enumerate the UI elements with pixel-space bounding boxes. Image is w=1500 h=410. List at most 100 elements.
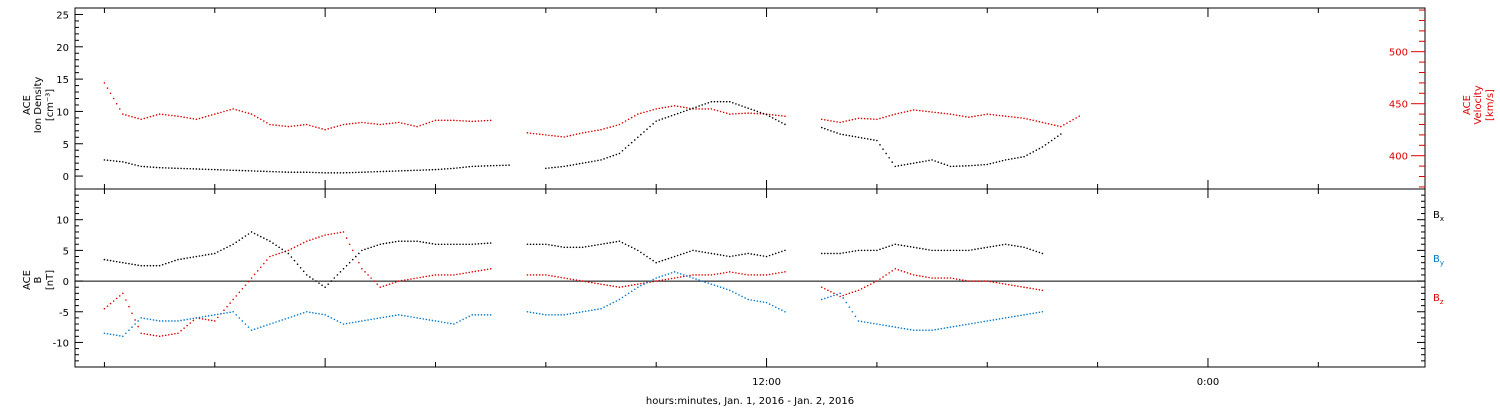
- data-point: [370, 246, 372, 249]
- data-point: [419, 124, 421, 127]
- data-point: [566, 165, 569, 167]
- data-point: [1001, 317, 1004, 320]
- data-point: [131, 263, 133, 265]
- data-point: [422, 123, 425, 126]
- bottom-panel-frame: [74, 188, 1426, 368]
- data-point: [989, 162, 992, 165]
- data-point: [462, 318, 464, 321]
- data-point: [1032, 249, 1035, 252]
- x-axis-title: hours:minutes, Jan. 1, 2016 - Jan. 2, 20…: [646, 396, 854, 407]
- data-point: [220, 313, 222, 315]
- data-point: [272, 242, 274, 245]
- data-point: [664, 106, 667, 109]
- data-point: [146, 318, 149, 320]
- data-point: [1004, 283, 1007, 285]
- data-point: [986, 246, 989, 249]
- data-point: [903, 111, 906, 113]
- data-point: [612, 125, 615, 128]
- data-point: [171, 320, 173, 322]
- data-point: [207, 319, 210, 321]
- data-point: [361, 171, 363, 173]
- data-point: [946, 164, 949, 167]
- data-point: [128, 305, 130, 308]
- data-point: [609, 284, 612, 287]
- data-point: [658, 276, 661, 278]
- data-point: [115, 297, 118, 300]
- data-point: [566, 277, 569, 280]
- data-point: [621, 285, 624, 288]
- data-point: [342, 172, 345, 174]
- data-point: [259, 326, 262, 328]
- data-point: [416, 169, 418, 172]
- data-point: [768, 303, 771, 305]
- data-point: [906, 245, 909, 248]
- data-point: [575, 163, 578, 166]
- data-point: [992, 319, 995, 321]
- data-point: [569, 246, 572, 249]
- data-point: [364, 171, 366, 173]
- data-point: [1026, 118, 1028, 120]
- data-point: [952, 249, 955, 252]
- data-point: [238, 109, 241, 112]
- data-point: [554, 166, 556, 169]
- data-point: [557, 135, 559, 138]
- data-point: [293, 315, 296, 317]
- data-point: [318, 127, 320, 129]
- density-tick-label: 0: [63, 172, 69, 183]
- data-point: [143, 332, 146, 335]
- data-point: [833, 294, 835, 297]
- data-point: [566, 135, 569, 138]
- data-point: [658, 260, 661, 263]
- data-point: [140, 332, 143, 335]
- magnetic-field-panel: 12:00 0:00 -10 -5 0 5 10 ACE B [nT] Bx By Bz: [22, 188, 1444, 388]
- data-point: [732, 291, 734, 293]
- data-point: [318, 236, 320, 238]
- data-point: [296, 244, 299, 247]
- data-point: [263, 120, 265, 122]
- data-point: [106, 259, 109, 261]
- data-point: [309, 171, 311, 174]
- data-point: [459, 320, 461, 322]
- data-point: [1023, 286, 1025, 289]
- data-point: [186, 257, 188, 259]
- data-point: [563, 246, 566, 249]
- data-point: [781, 309, 783, 312]
- data-point: [431, 168, 434, 171]
- data-point: [118, 108, 121, 110]
- data-point: [379, 243, 382, 246]
- data-point: [428, 319, 431, 321]
- data-point: [827, 289, 829, 292]
- data-point: [345, 123, 348, 125]
- data-point: [253, 328, 256, 330]
- data-point: [741, 105, 743, 107]
- data-point: [168, 114, 170, 116]
- data-point: [229, 244, 231, 247]
- data-point: [1020, 285, 1022, 288]
- data-point: [210, 253, 213, 255]
- data-point: [897, 326, 900, 329]
- data-point: [912, 246, 915, 249]
- data-point: [186, 116, 188, 119]
- data-point: [612, 154, 615, 157]
- data-point: [725, 271, 728, 274]
- data-point: [548, 167, 550, 169]
- data-point: [725, 255, 728, 257]
- data-point: [112, 160, 115, 162]
- data-point: [281, 125, 284, 127]
- legend-subscript: z: [1440, 298, 1444, 306]
- data-point: [888, 156, 890, 159]
- data-point: [305, 171, 308, 173]
- data-point: [171, 114, 173, 117]
- data-point: [259, 170, 262, 173]
- data-point: [462, 272, 464, 275]
- top-x-ticks: [103, 8, 1319, 189]
- data-point: [480, 165, 483, 167]
- data-point: [158, 113, 161, 115]
- data-point: [679, 111, 682, 114]
- data-point: [198, 255, 201, 257]
- data-point: [275, 244, 277, 247]
- data-point: [756, 110, 759, 113]
- data-point: [863, 249, 866, 252]
- data-point: [612, 241, 615, 243]
- data-point: [143, 317, 146, 320]
